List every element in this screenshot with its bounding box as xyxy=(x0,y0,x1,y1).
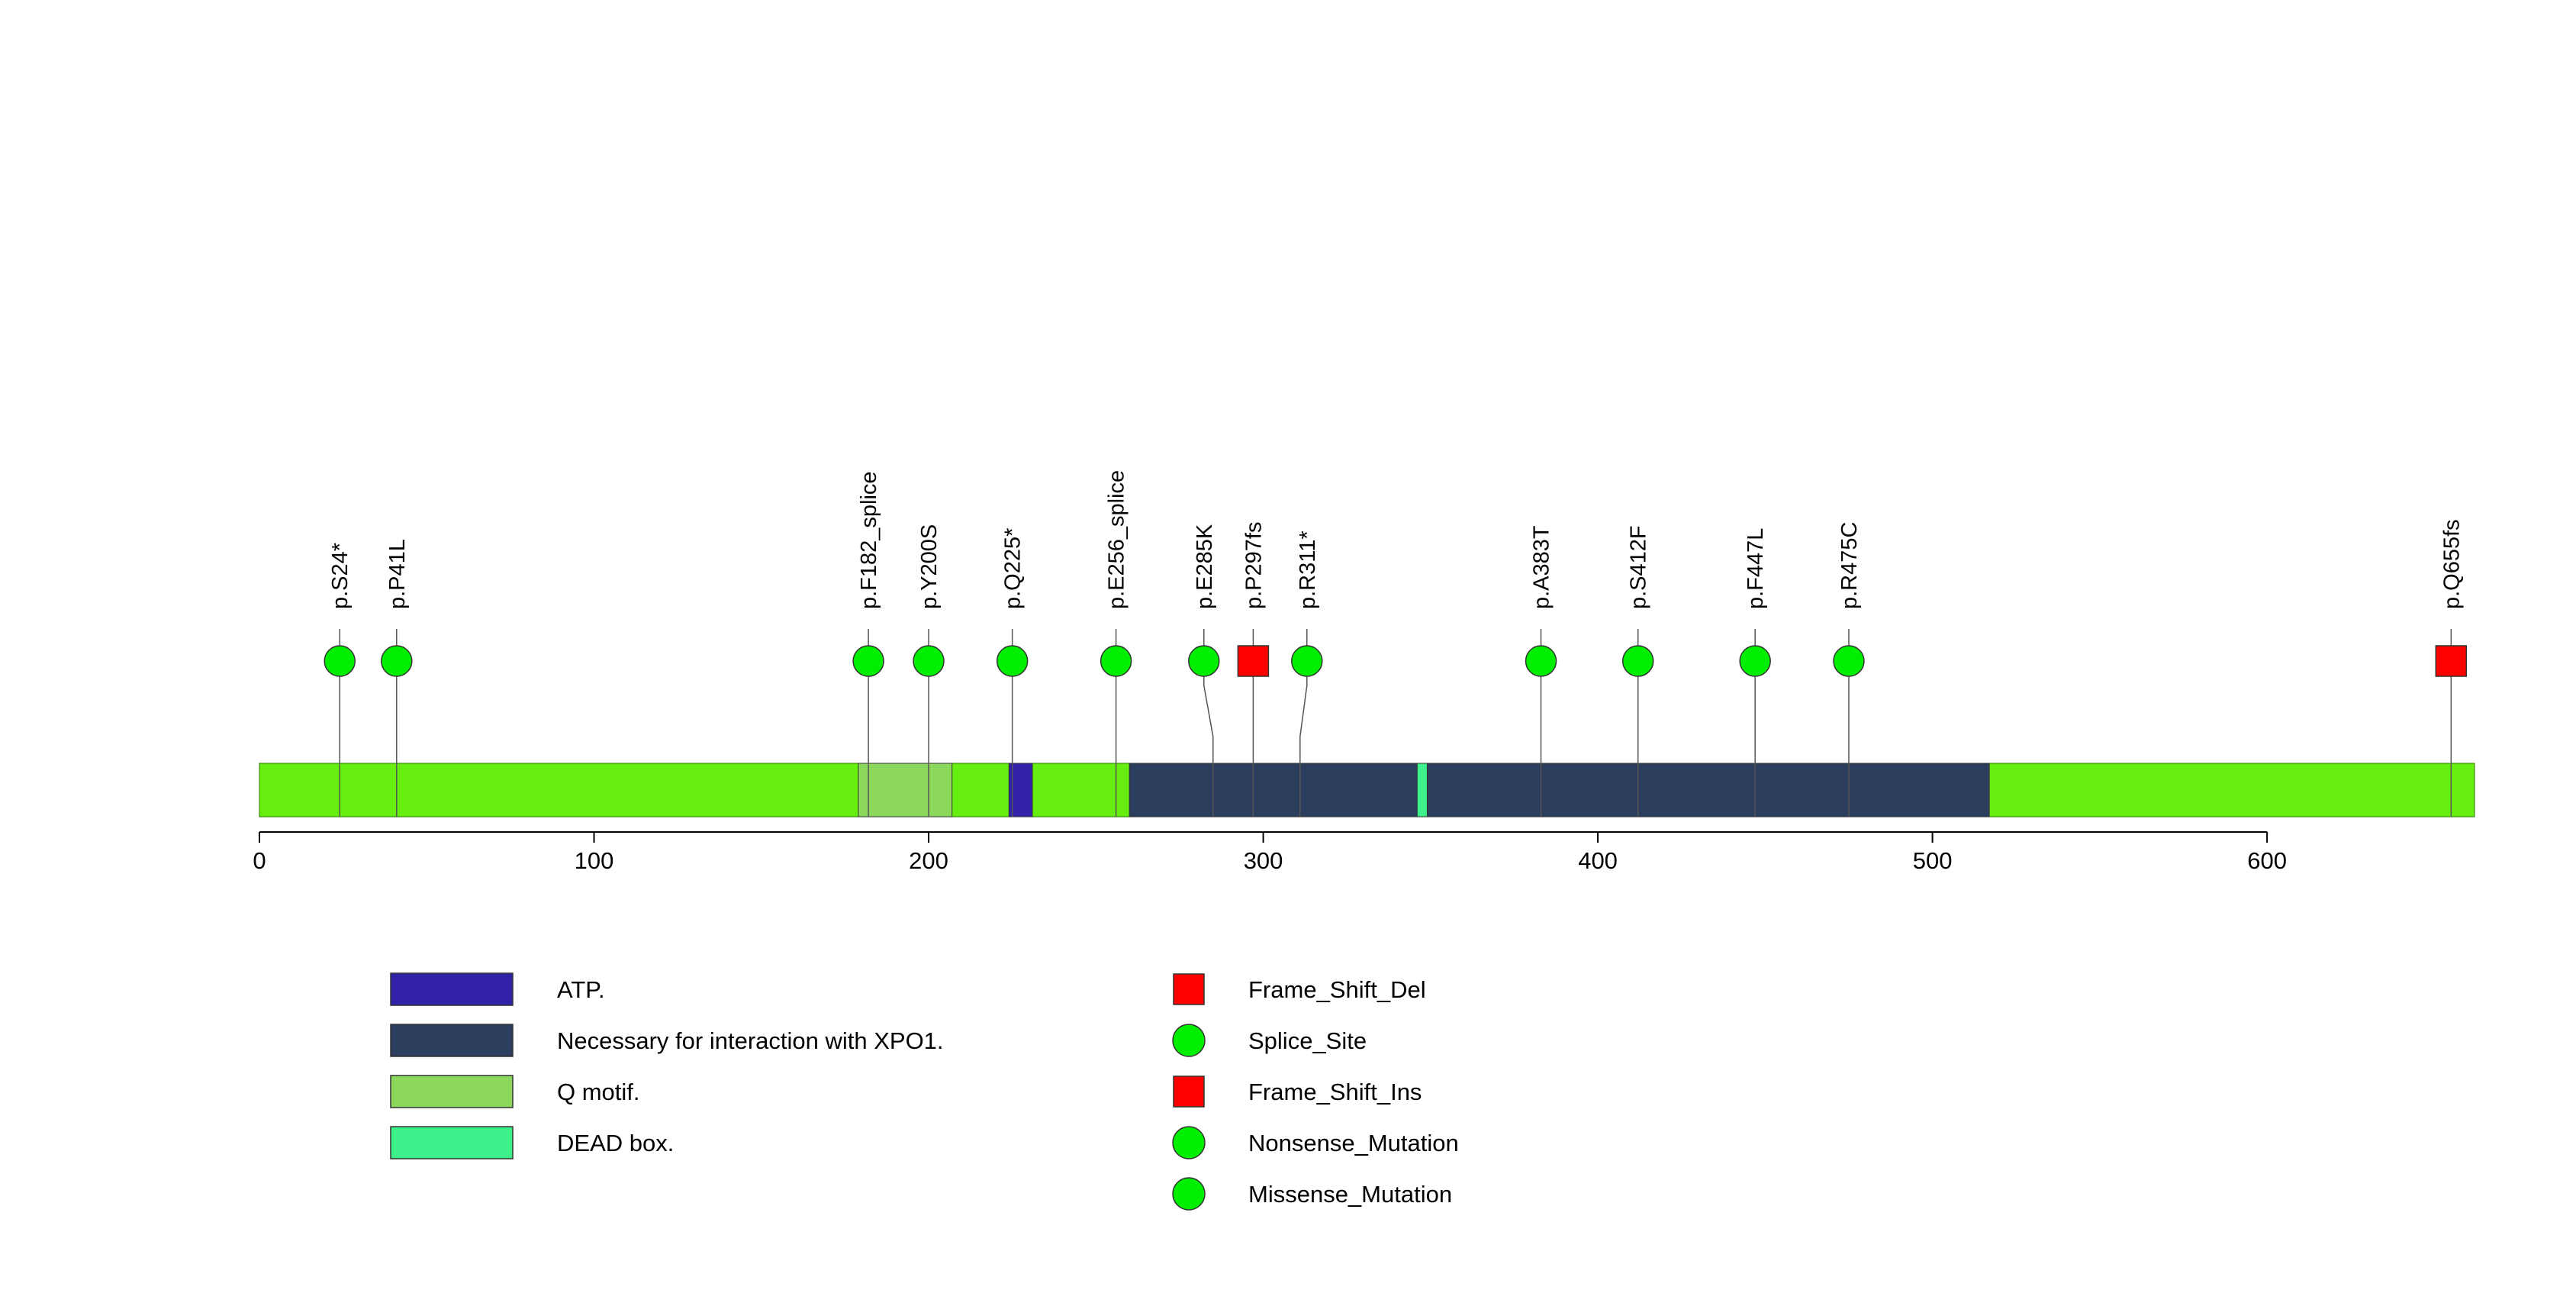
domain-layer xyxy=(858,763,1990,818)
domain-dead-box xyxy=(1416,763,1428,818)
lollipop-head-circle xyxy=(1833,645,1865,677)
mutation-label: p.S24* xyxy=(328,543,353,609)
lollipop-p-e285k: p.E285K xyxy=(1188,524,1220,817)
mutation-lollipops: p.S24* p.P41L p.F182_splice p.Y200S p.Q225* p… xyxy=(324,470,2468,817)
legend-label-domain: Q motif. xyxy=(557,1079,640,1105)
lollipop-p-q225-: p.Q225* xyxy=(996,528,1029,817)
legend-swatch-domain xyxy=(390,1075,514,1108)
lollipop-head-circle xyxy=(1188,645,1220,677)
mutation-label: p.Q655fs xyxy=(2439,519,2464,609)
legend-label-mutation: Frame_Shift_Del xyxy=(1248,976,1426,1003)
legend: ATP. Necessary for interaction with XPO1.… xyxy=(390,972,1459,1211)
domain-necessary-for-interaction-with-xpo1 xyxy=(1129,763,1990,818)
legend-label-mutation: Frame_Shift_Ins xyxy=(1248,1079,1422,1105)
x-axis-tick-label: 0 xyxy=(253,847,266,874)
lollipop-head-square xyxy=(1237,645,1270,677)
legend-label-domain: ATP. xyxy=(557,976,605,1003)
lollipop-p-f182-splice: p.F182_splice xyxy=(852,471,884,817)
lollipop-p-s412f: p.S412F xyxy=(1621,525,1654,817)
legend-swatch-circle xyxy=(1172,1177,1206,1211)
legend-label-domain: Necessary for interaction with XPO1. xyxy=(557,1027,944,1054)
mutation-label: p.A383T xyxy=(1530,525,1554,609)
lollipop-head-circle xyxy=(1525,645,1557,677)
lollipop-p-r311-: p.R311* xyxy=(1291,531,1323,817)
lollipop-p-q655fs: p.Q655fs xyxy=(2435,519,2468,817)
lollipop-head-circle xyxy=(996,645,1029,677)
x-axis-tick-label: 300 xyxy=(1244,847,1283,874)
lollipop-head-circle xyxy=(381,645,413,677)
legend-swatch-domain xyxy=(390,972,514,1006)
domain-q-motif xyxy=(858,763,953,818)
mutation-label: p.Y200S xyxy=(917,524,942,609)
lollipop-p-a383t: p.A383T xyxy=(1525,525,1557,817)
x-axis-tick-label: 400 xyxy=(1578,847,1618,874)
x-axis: 0 100 200 300 400 500 600 xyxy=(253,831,2287,874)
lollipop-p-e256-splice: p.E256_splice xyxy=(1100,470,1132,817)
lollipop-head-circle xyxy=(1100,645,1132,677)
legend-swatch-circle xyxy=(1172,1126,1206,1159)
lollipop-p-p41l: p.P41L xyxy=(381,539,413,817)
mutation-label: p.S412F xyxy=(1627,525,1651,609)
lollipop-p-s24-: p.S24* xyxy=(324,543,356,817)
mutation-label: p.F182_splice xyxy=(857,471,881,609)
legend-label-domain: DEAD box. xyxy=(557,1130,674,1156)
lollipop-p-r475c: p.R475C xyxy=(1833,522,1865,817)
mutation-label: p.R311* xyxy=(1296,531,1320,609)
legend-label-mutation: Nonsense_Mutation xyxy=(1248,1130,1459,1156)
lollipop-head-circle xyxy=(1621,645,1654,677)
legend-swatch-domain xyxy=(390,1024,514,1057)
legend-label-mutation: Splice_Site xyxy=(1248,1027,1367,1054)
mutation-label: p.E285K xyxy=(1193,524,1217,609)
lollipop-head-circle xyxy=(1291,645,1323,677)
lollipop-head-circle xyxy=(913,645,945,677)
mutation-label: p.E256_splice xyxy=(1105,470,1129,609)
legend-label-mutation: Missense_Mutation xyxy=(1248,1181,1452,1208)
lollipop-head-circle xyxy=(852,645,884,677)
lollipop-p-p297fs: p.P297fs xyxy=(1237,522,1270,817)
x-axis-tick-label: 200 xyxy=(909,847,948,874)
mutation-label: p.F447L xyxy=(1744,528,1768,609)
mutation-label: p.P297fs xyxy=(1241,522,1266,609)
lollipop-p-f447l: p.F447L xyxy=(1739,528,1771,817)
legend-swatch-domain xyxy=(390,1126,514,1159)
lollipop-p-y200s: p.Y200S xyxy=(913,524,945,817)
x-axis-tick-label: 500 xyxy=(1913,847,1953,874)
mutation-label: p.P41L xyxy=(385,539,410,609)
legend-swatch-circle xyxy=(1172,1024,1206,1057)
legend-swatch-square xyxy=(1173,973,1205,1005)
lollipop-head-circle xyxy=(1739,645,1771,677)
legend-swatch-square xyxy=(1173,1076,1205,1108)
lollipop-head-circle xyxy=(324,645,356,677)
mutation-label: p.R475C xyxy=(1837,522,1862,609)
mutation-label: p.Q225* xyxy=(1001,528,1026,609)
x-axis-tick-label: 600 xyxy=(2247,847,2287,874)
x-axis-tick-label: 100 xyxy=(575,847,614,874)
lollipop-head-square xyxy=(2435,645,2468,677)
